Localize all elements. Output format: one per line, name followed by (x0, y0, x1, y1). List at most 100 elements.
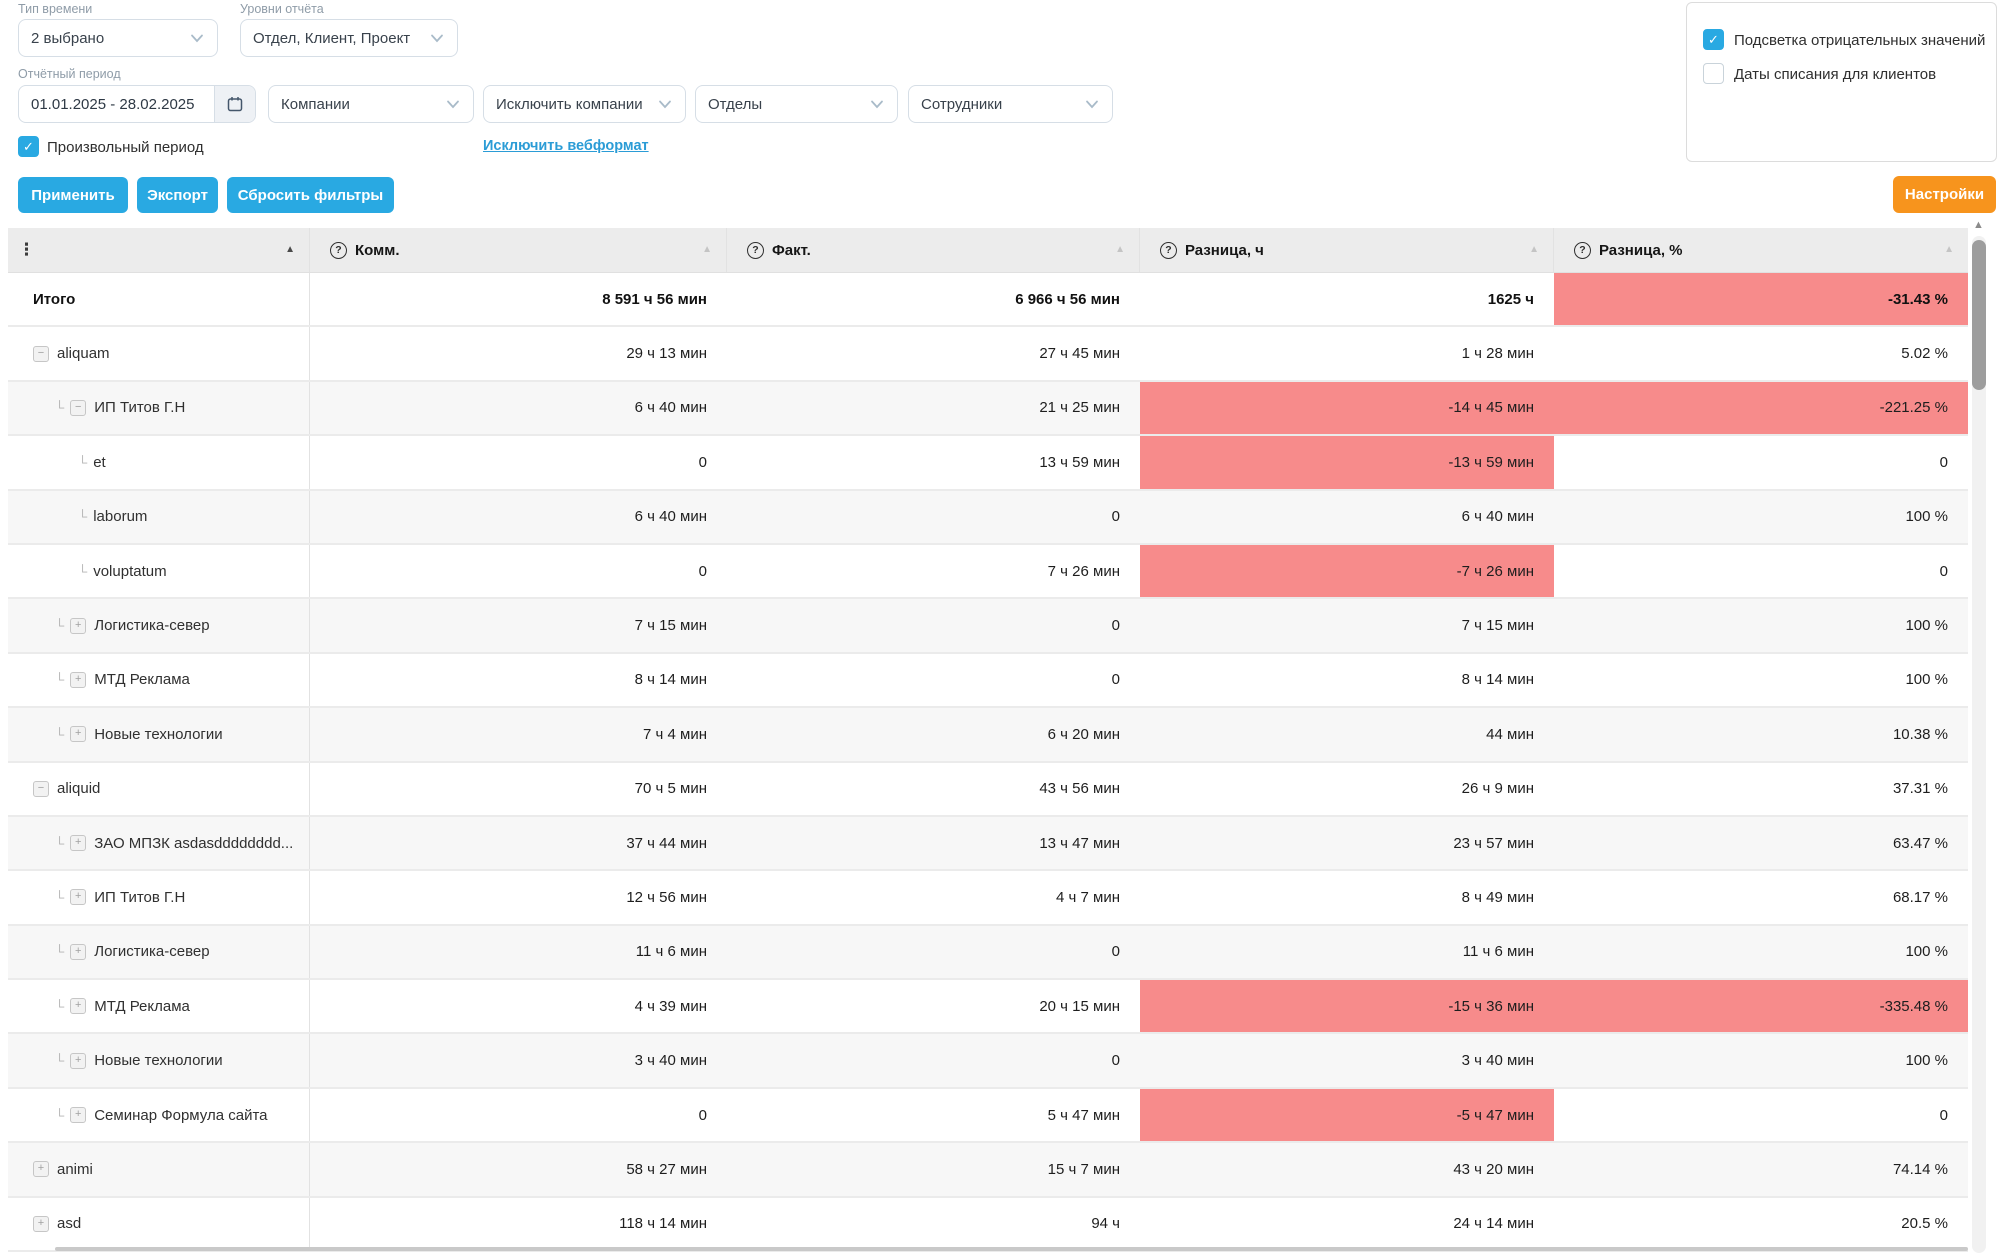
tree-branch-icon: └ (55, 944, 65, 960)
komm-cell: 6 ч 40 мин (634, 399, 707, 417)
komm-cell: 37 ч 44 мин (626, 834, 707, 852)
companies-select[interactable]: Компании (268, 85, 474, 123)
row-name-cell: └ laborum (8, 490, 310, 543)
fakt-cell: 6 966 ч 56 мин (1015, 290, 1120, 308)
row-name-cell: └ + Логистика-север (8, 599, 310, 652)
time-type-select[interactable]: 2 выбрано (18, 19, 218, 57)
help-icon[interactable]: ? (330, 241, 347, 259)
calendar-button[interactable] (214, 86, 255, 122)
fakt-cell: 4 ч 7 мин (1056, 888, 1120, 906)
column-header-diff-percent[interactable]: ? Разница, % ▲ (1554, 228, 1968, 272)
table-header: ⋮ ▲ ? Комм. ▲ ? Факт. ▲ ? Разница, ч ▲ ?… (8, 228, 1968, 273)
report-table: ⋮ ▲ ? Комм. ▲ ? Факт. ▲ ? Разница, ч ▲ ?… (8, 228, 1968, 1253)
row-name-label: et (93, 453, 106, 471)
row-name-cell: └ + МТД Реклама (8, 980, 310, 1033)
help-icon[interactable]: ? (747, 241, 764, 259)
diff-percent-cell: 0 (1939, 1106, 1948, 1124)
settings-button[interactable]: Настройки (1893, 176, 1996, 213)
diff-hours-cell: 11 ч 6 мин (1462, 943, 1534, 961)
diff-percent-cell: 100 % (1905, 617, 1948, 635)
fakt-cell: 0 (1111, 508, 1120, 526)
diff-percent-cell: 68.17 % (1892, 888, 1948, 906)
diff-hours-cell: 44 мин (1486, 725, 1534, 743)
diff-hours-cell: 7 ч 15 мин (1461, 617, 1534, 635)
report-levels-select[interactable]: Отдел, Клиент, Проект (240, 19, 458, 57)
expand-icon[interactable]: + (33, 1161, 49, 1178)
collapse-icon[interactable]: − (33, 345, 49, 362)
column-header-fakt[interactable]: ? Факт. ▲ (727, 228, 1140, 272)
tree-branch-icon: └ (78, 509, 88, 525)
tree-branch-icon: └ (55, 672, 65, 688)
row-name-label: ЗАО МПЗК asdasdddddddd... (94, 834, 294, 852)
tree-branch-icon: └ (55, 726, 65, 742)
exclude-companies-select[interactable]: Исключить компании (483, 85, 686, 123)
reset-filters-button[interactable]: Сбросить фильтры (227, 177, 394, 213)
row-name-cell: └ et (8, 436, 310, 489)
diff-percent-cell: 37.31 % (1892, 780, 1948, 798)
calendar-icon (226, 95, 244, 113)
chevron-down-icon (445, 96, 461, 112)
collapse-icon[interactable]: − (70, 399, 87, 416)
table-row: └ + ЗАО МПЗК asdasdddddddd... 37 ч 44 мин 13… (8, 816, 1968, 872)
table-row: └ + ИП Титов Г.Н 12 ч 56 мин 4 ч 7 мин 8 ч 49… (8, 871, 1968, 926)
row-name-label: voluptatum (93, 562, 167, 580)
scrollbar-up-arrow[interactable]: ▲ (1973, 219, 1984, 231)
komm-cell: 6 ч 40 мин (634, 508, 707, 526)
collapse-icon[interactable]: − (33, 780, 49, 797)
apply-button[interactable]: Применить (18, 177, 128, 213)
tree-branch-icon: └ (55, 1107, 65, 1123)
fakt-cell: 43 ч 56 мин (1039, 780, 1120, 798)
column-header-name[interactable]: ⋮ ▲ (8, 228, 310, 272)
row-name-label: ИП Титов Г.Н (94, 399, 186, 417)
fakt-cell: 0 (1111, 671, 1120, 689)
highlight-negative-checkbox[interactable]: ✓ (1703, 29, 1724, 50)
highlight-negative-label: Подсветка отрицательных значений (1734, 32, 1986, 49)
employees-select[interactable]: Сотрудники (908, 85, 1113, 123)
komm-cell: 3 ч 40 мин (634, 1052, 707, 1070)
expand-icon[interactable]: + (70, 943, 87, 960)
diff-hours-cell: 6 ч 40 мин (1461, 508, 1534, 526)
custom-period-label: Произвольный период (47, 139, 204, 156)
expand-icon[interactable]: + (70, 1107, 87, 1124)
help-icon[interactable]: ? (1574, 241, 1591, 259)
help-icon[interactable]: ? (1160, 241, 1177, 259)
chevron-down-icon (189, 30, 205, 46)
table-row: └ + Новые технологии 7 ч 4 мин 6 ч 20 мин 44 … (8, 708, 1968, 763)
column-menu-icon[interactable]: ⋮ (18, 240, 35, 259)
departments-placeholder: Отделы (708, 95, 763, 113)
writeoff-dates-checkbox[interactable]: ✓ (1703, 63, 1724, 84)
diff-hours-cell: 3 ч 40 мин (1461, 1052, 1534, 1070)
diff-percent-cell: 10.38 % (1892, 725, 1948, 743)
table-row: └ + Логистика-север 11 ч 6 мин 0 11 ч 6 мин 10… (8, 925, 1968, 981)
expand-icon[interactable]: + (70, 617, 87, 634)
horizontal-scrollbar-thumb[interactable] (55, 1247, 1968, 1251)
report-period-input[interactable]: 01.01.2025 - 28.02.2025 (31, 95, 195, 113)
expand-icon[interactable]: + (33, 1215, 49, 1232)
komm-cell: 29 ч 13 мин (626, 345, 707, 363)
diff-percent-cell: 5.02 % (1901, 345, 1948, 363)
fakt-cell: 13 ч 59 мин (1039, 453, 1120, 471)
row-name-label: Новые технологии (94, 725, 223, 743)
departments-select[interactable]: Отделы (695, 85, 898, 123)
table-row: └ + МТД Реклама 4 ч 39 мин 20 ч 15 мин -15 ч … (8, 980, 1968, 1035)
expand-icon[interactable]: + (70, 998, 87, 1015)
expand-icon[interactable]: + (70, 671, 87, 688)
row-name-cell: └ + МТД Реклама (8, 653, 310, 707)
exclude-webformat-link[interactable]: Исключить вебформат (483, 138, 649, 154)
vertical-scrollbar-thumb[interactable] (1972, 240, 1986, 390)
expand-icon[interactable]: + (70, 835, 87, 852)
export-button[interactable]: Экспорт (137, 177, 218, 213)
komm-cell: 4 ч 39 мин (634, 997, 707, 1015)
column-header-diff-hours[interactable]: ? Разница, ч ▲ (1140, 228, 1554, 272)
sort-asc-icon: ▲ (1529, 244, 1539, 255)
expand-icon[interactable]: + (70, 726, 87, 743)
custom-period-checkbox[interactable]: ✓ (18, 136, 39, 157)
column-header-komm[interactable]: ? Комм. ▲ (310, 228, 727, 272)
expand-icon[interactable]: + (70, 1052, 87, 1069)
diff-hours-cell: 1 ч 28 мин (1461, 345, 1534, 363)
expand-icon[interactable]: + (70, 889, 87, 906)
diff-percent-cell: 100 % (1905, 508, 1948, 526)
diff-hours-cell: -14 ч 45 мин (1140, 381, 1554, 435)
vertical-scrollbar-track[interactable] (1972, 236, 1986, 1253)
fakt-cell: 5 ч 47 мин (1047, 1106, 1120, 1124)
